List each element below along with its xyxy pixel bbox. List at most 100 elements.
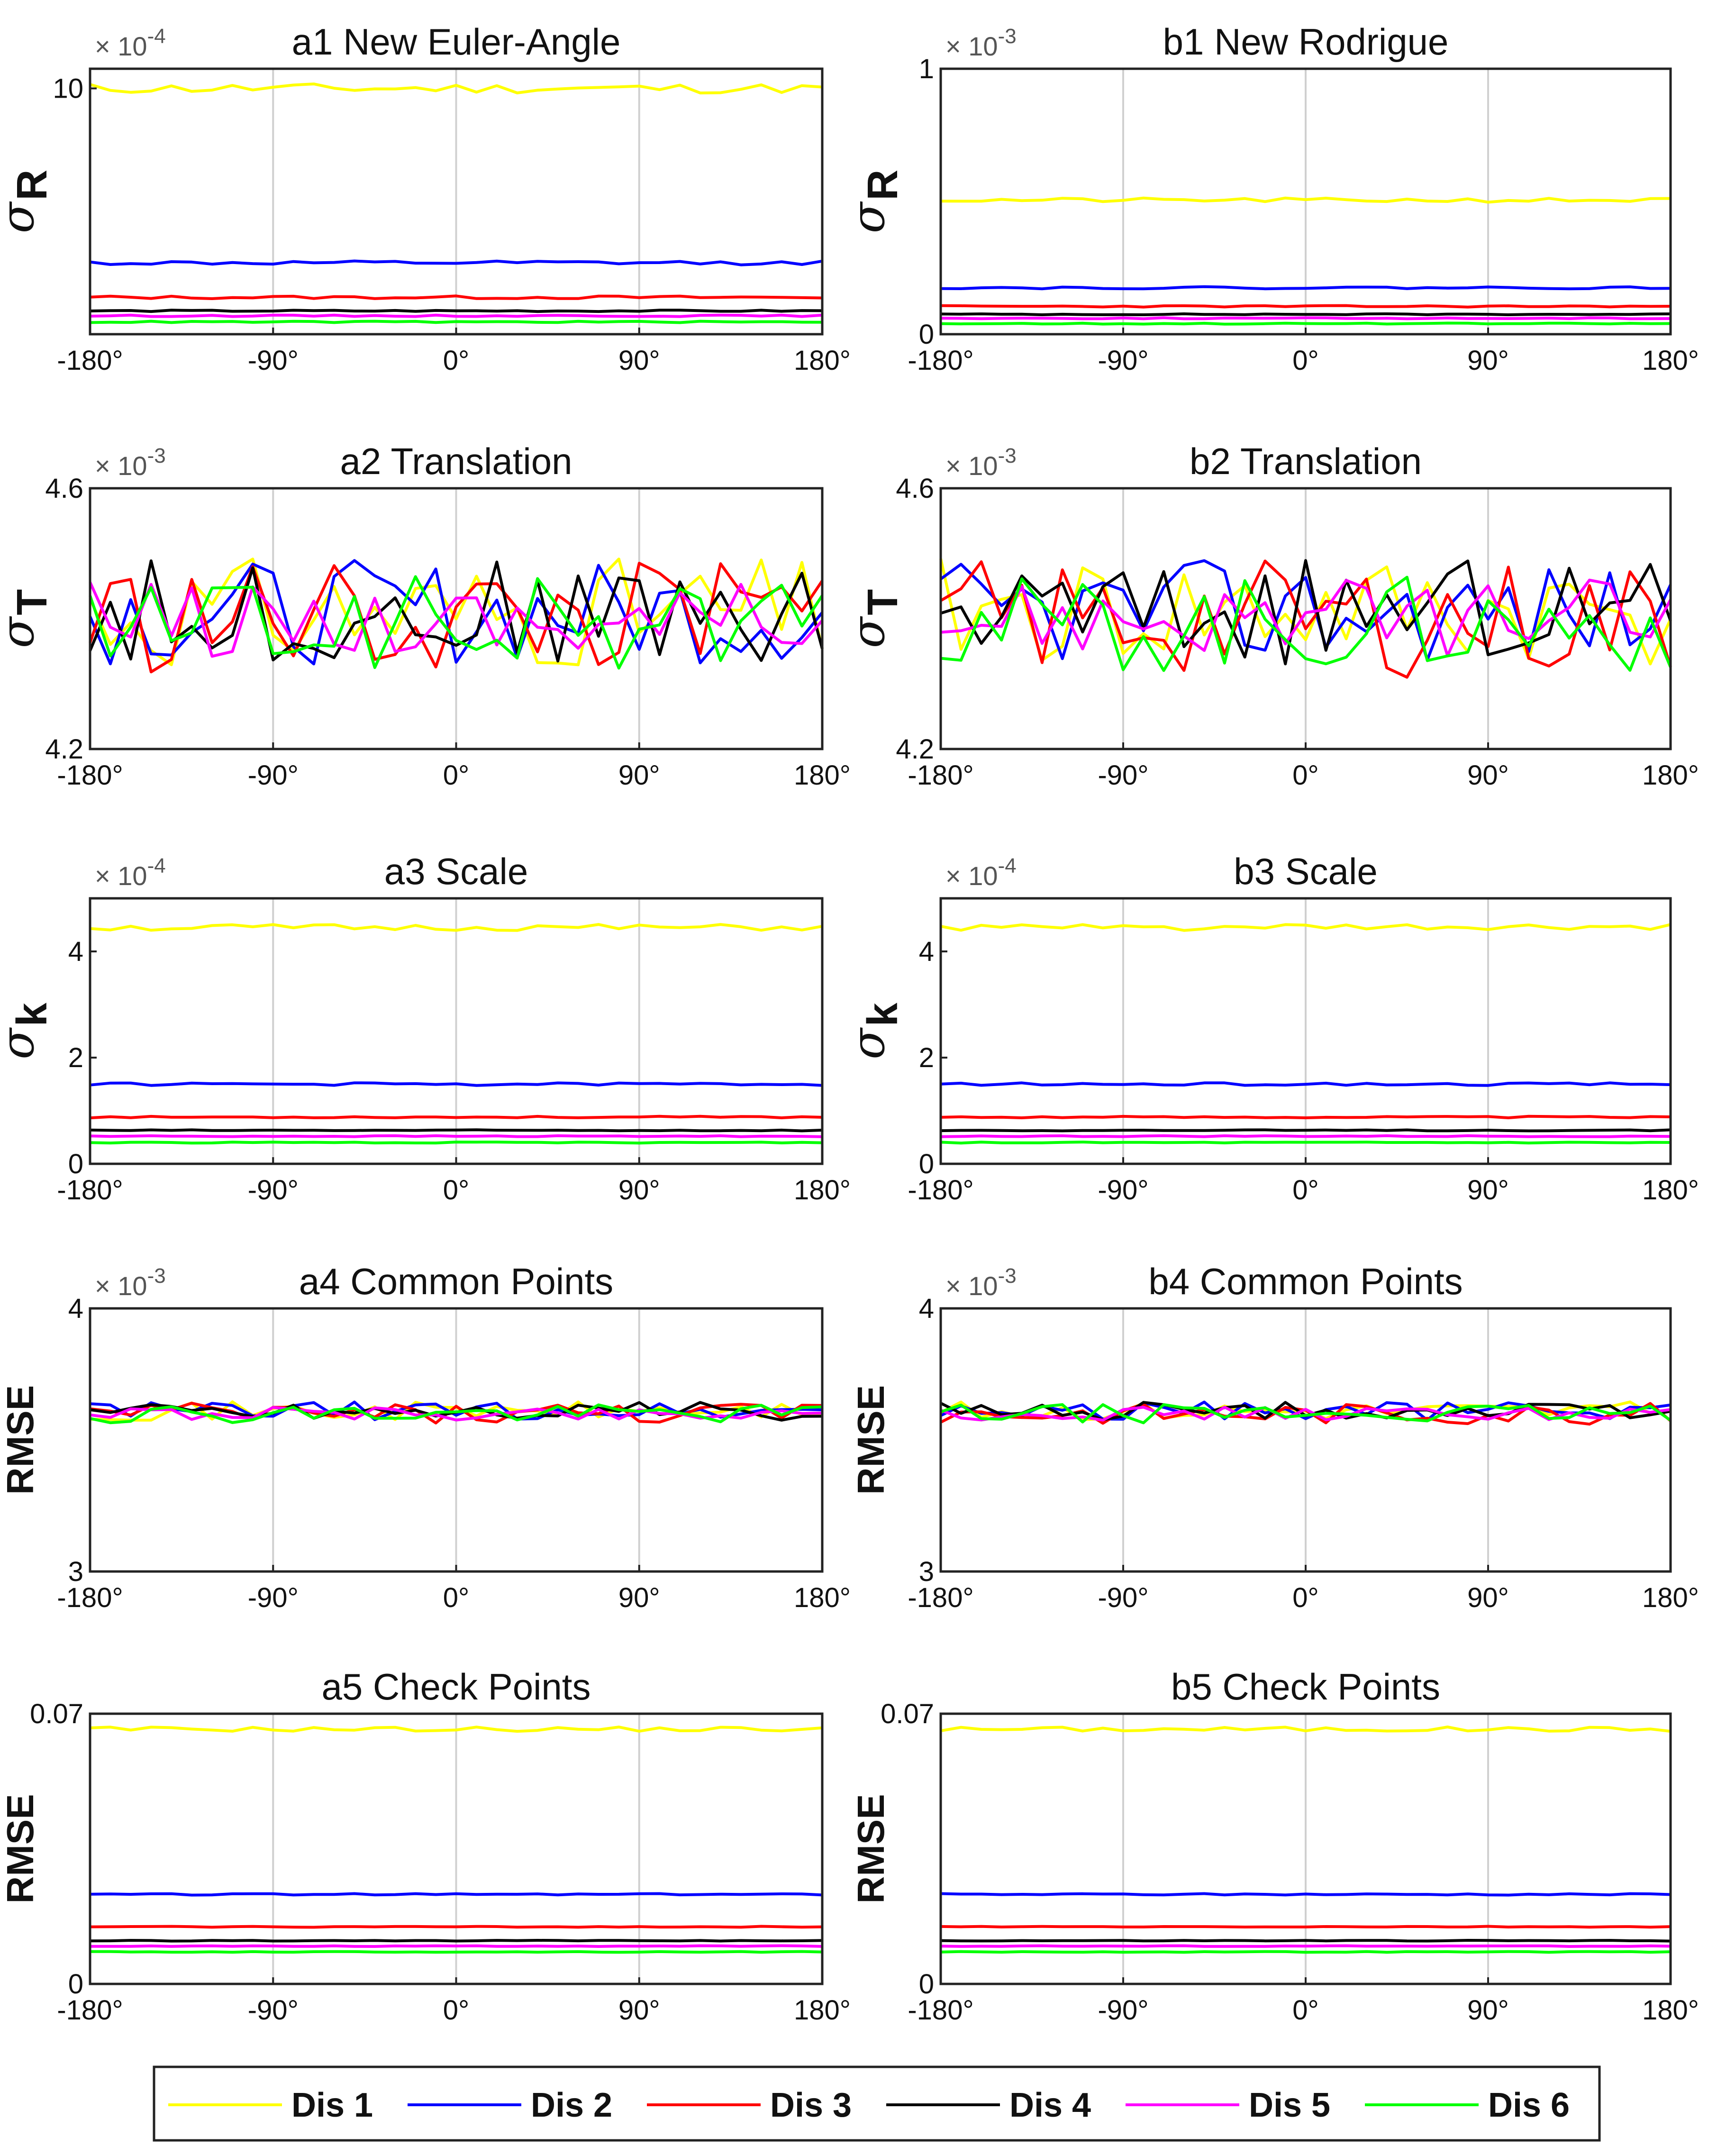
x-tick-label: -90° xyxy=(1098,1995,1148,2026)
y-tick-label: 10 xyxy=(53,73,83,104)
legend-item-dis-2: Dis 2 xyxy=(408,2086,612,2124)
x-tick-label: 180° xyxy=(794,760,851,791)
x-tick-label: -180° xyxy=(57,1175,123,1206)
y-tick-label: 4.2 xyxy=(45,734,83,765)
chart-title: a1 New Euler-Angle xyxy=(292,21,621,63)
legend-item-dis-6: Dis 6 xyxy=(1365,2086,1570,2124)
legend-label: Dis 6 xyxy=(1488,2086,1570,2124)
series-line-dis-1 xyxy=(940,196,1671,204)
x-tick-label: 0° xyxy=(1292,1582,1318,1613)
series-line-dis-2 xyxy=(940,1081,1671,1087)
y-axis-label: RMSE xyxy=(850,1794,892,1903)
chart-title: a2 Translation xyxy=(340,440,572,482)
y-axis-label: σR xyxy=(0,170,56,234)
series-line-dis-3 xyxy=(940,1115,1671,1119)
y-axis-label: RMSE xyxy=(850,1385,892,1495)
legend-box xyxy=(153,2065,1601,2142)
x-tick-label: 180° xyxy=(794,1175,851,1206)
x-tick-label: 180° xyxy=(1642,1582,1699,1613)
series-line-dis-5 xyxy=(90,1134,823,1138)
x-tick-label: -90° xyxy=(1098,345,1148,376)
y-tick-label: 4 xyxy=(68,936,83,967)
y-axis-label: σT xyxy=(842,589,907,649)
series-line-dis-6 xyxy=(940,1141,1671,1145)
x-tick-label: 180° xyxy=(1642,345,1699,376)
x-tick-label: 90° xyxy=(618,1995,660,2026)
legend-label: Dis 2 xyxy=(531,2086,612,2124)
x-tick-label: 0° xyxy=(1292,760,1318,791)
y-axis-label: σT xyxy=(0,589,56,649)
series-line-dis-4 xyxy=(90,309,823,313)
x-tick-label: 180° xyxy=(794,345,851,376)
series-line-dis-6 xyxy=(89,575,824,670)
legend-item-dis-5: Dis 5 xyxy=(1126,2086,1330,2124)
series-line-dis-6 xyxy=(940,321,1671,326)
x-tick-label: 180° xyxy=(1642,760,1699,791)
chart-title: b2 Translation xyxy=(1190,440,1422,482)
legend: Dis 1 Dis 2 Dis 3 Dis 4 Dis 5 Dis 6 xyxy=(153,2065,1601,2142)
y-tick-label: 2 xyxy=(68,1042,83,1073)
chart-title: b3 Scale xyxy=(1234,850,1378,892)
x-tick-label: 90° xyxy=(1467,1582,1509,1613)
series-line-dis-4 xyxy=(90,1939,823,1943)
series-line-dis-5 xyxy=(940,316,1671,320)
series-line-dis-3 xyxy=(90,1925,823,1929)
y-axis-label: σk xyxy=(0,1002,56,1060)
legend-label: Dis 4 xyxy=(1009,2086,1091,2124)
series-line-dis-2 xyxy=(89,559,824,666)
series-line-dis-5 xyxy=(90,313,823,318)
chart-title: a3 Scale xyxy=(384,850,528,892)
series-line-dis-1 xyxy=(89,557,824,667)
y-tick-label: 0.07 xyxy=(30,1699,83,1729)
x-tick-label: -90° xyxy=(248,345,299,376)
series-line-dis-4 xyxy=(90,1128,823,1133)
series-line-dis-6 xyxy=(90,320,823,324)
x-tick-label: 90° xyxy=(618,345,660,376)
chart-title: b5 Check Points xyxy=(1171,1666,1440,1708)
legend-label: Dis 1 xyxy=(291,2086,373,2124)
series-line-dis-5 xyxy=(940,1134,1671,1138)
series-line-dis-1 xyxy=(940,1726,1671,1733)
series-line-dis-5 xyxy=(940,1944,1671,1948)
series-line-dis-1 xyxy=(940,923,1671,932)
y-tick-label: 4.6 xyxy=(896,473,934,504)
y-tick-label: 4 xyxy=(68,1293,83,1324)
x-tick-label: 90° xyxy=(1467,345,1509,376)
series-line-dis-6 xyxy=(90,1950,823,1954)
legend-item-dis-3: Dis 3 xyxy=(647,2086,852,2124)
y-tick-label: 1 xyxy=(919,54,934,84)
legend-label: Dis 5 xyxy=(1249,2086,1330,2124)
series-line-dis-6 xyxy=(940,576,1672,672)
series-line-dis-4 xyxy=(89,559,824,663)
panel-a5: -180° -90° 0° 90° 180° 0 0.07 a5 Check Points RM… xyxy=(0,1666,851,2026)
legend-item-dis-4: Dis 4 xyxy=(886,2086,1091,2124)
x-tick-label: -180° xyxy=(908,1995,973,2026)
x-tick-label: -180° xyxy=(908,345,973,376)
x-tick-label: -180° xyxy=(908,760,973,791)
x-tick-label: -180° xyxy=(908,1175,973,1206)
series-line-dis-3 xyxy=(940,559,1672,679)
x-tick-label: 0° xyxy=(1292,1175,1318,1206)
y-axis-label: RMSE xyxy=(0,1385,41,1495)
x-tick-label: -180° xyxy=(57,345,123,376)
panel-a1: -180° -90° 0° 90° 180°10× 10-4 a1 New Euler-A… xyxy=(0,21,851,376)
series-line-dis-1 xyxy=(90,82,823,95)
series-line-dis-3 xyxy=(940,304,1671,309)
chart-title: a5 Check Points xyxy=(322,1666,591,1708)
series-line-dis-4 xyxy=(940,559,1672,666)
series-line-dis-2 xyxy=(90,1400,823,1421)
x-tick-label: -180° xyxy=(908,1582,973,1613)
y-tick-label: 4 xyxy=(919,936,934,967)
x-tick-label: -90° xyxy=(1098,1175,1148,1206)
chart-title: b1 New Rodrigue xyxy=(1163,21,1449,63)
chart-title: a4 Common Points xyxy=(299,1261,613,1302)
x-tick-label: 90° xyxy=(618,1175,660,1206)
y-tick-label: 2 xyxy=(919,1042,934,1073)
x-tick-label: 90° xyxy=(618,760,660,791)
x-tick-label: 180° xyxy=(1642,1175,1699,1206)
x-tick-label: 90° xyxy=(1467,760,1509,791)
chart-title: b4 Common Points xyxy=(1148,1261,1463,1302)
x-tick-label: -90° xyxy=(1098,1582,1148,1613)
series-line-dis-5 xyxy=(90,1406,823,1422)
